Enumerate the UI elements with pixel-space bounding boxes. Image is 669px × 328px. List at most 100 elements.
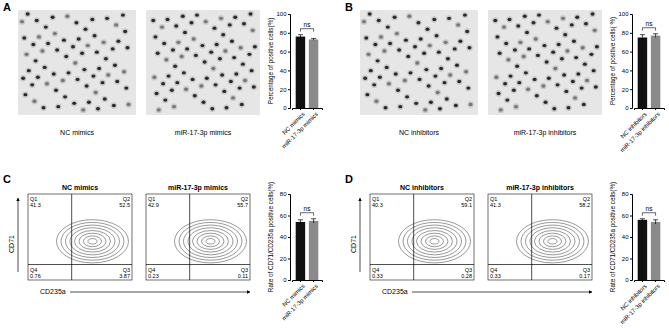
cell: [185, 47, 189, 50]
cell-halo: [251, 84, 257, 90]
cell-halo: [524, 29, 530, 35]
cell-halo: [387, 40, 393, 46]
cell: [407, 14, 411, 17]
cell-halo: [181, 70, 187, 76]
cell: [127, 103, 131, 106]
cell: [589, 53, 593, 56]
cell: [165, 18, 169, 21]
cell: [423, 108, 427, 111]
cell-halo: [52, 30, 58, 36]
cell-halo: [493, 74, 499, 80]
cell: [504, 42, 508, 45]
cell-halo: [19, 18, 25, 24]
cell-halo: [507, 73, 513, 79]
x-tick: miR-17-3p inhibitors: [619, 108, 661, 153]
cell-halo: [213, 41, 219, 47]
cell: [238, 86, 242, 89]
cell-halo: [223, 105, 229, 111]
cell-halo: [184, 46, 190, 52]
cell: [51, 16, 55, 19]
cell: [408, 71, 412, 74]
panel-letter: D: [345, 173, 353, 185]
cell-halo: [513, 103, 519, 109]
cell: [554, 26, 558, 29]
contour: [525, 225, 579, 257]
quadrant-value: 41.3: [30, 202, 41, 208]
cell-halo: [516, 79, 522, 85]
cell: [20, 20, 24, 23]
cell: [437, 50, 441, 53]
cell-halo: [540, 83, 546, 89]
cell-halo: [530, 20, 536, 26]
error-bar: [640, 219, 645, 221]
quadrant-value: 0.17: [579, 273, 590, 279]
cell: [106, 73, 110, 76]
cell: [566, 106, 570, 109]
image-caption: miR-17-3p mimics: [175, 129, 232, 137]
cell: [52, 72, 56, 75]
cell: [204, 20, 208, 23]
error-bar: [311, 219, 316, 223]
cell-halo: [545, 18, 551, 24]
cell-halo: [250, 27, 256, 33]
significance-bracket: [642, 28, 655, 31]
quadrant-value: 3.87: [119, 273, 130, 279]
cell-halo: [433, 33, 439, 39]
cell: [230, 40, 234, 43]
cell: [564, 90, 568, 93]
bar: [309, 221, 318, 280]
y-tick: 40: [622, 68, 632, 74]
cell: [377, 19, 381, 22]
cell: [515, 65, 519, 68]
x-axis: NC inhibitorsmiR-17-3p inhibitors: [619, 280, 665, 325]
cell: [398, 105, 402, 108]
cell: [384, 106, 388, 109]
x-tick-mark: [313, 108, 314, 110]
y-tick: 40: [280, 234, 290, 240]
cell-halo: [211, 25, 217, 31]
cell-halo: [536, 12, 542, 18]
contour: [416, 231, 452, 253]
quadrant-value: 52.5: [119, 202, 130, 208]
cell: [498, 52, 502, 55]
y-tick: 80: [622, 30, 632, 36]
cell-halo: [402, 77, 408, 83]
cell-halo: [156, 107, 162, 113]
cell: [432, 18, 436, 21]
y-tick-mark: [630, 280, 632, 281]
error-bar: [653, 34, 658, 38]
flow-y-label: CD71: [8, 235, 15, 253]
cell-halo: [571, 38, 577, 44]
cell: [242, 22, 246, 25]
cell-halo: [204, 75, 210, 81]
cell: [458, 40, 462, 43]
y-axis-line: [630, 195, 633, 281]
cell: [533, 78, 537, 81]
cell-halo: [241, 21, 247, 27]
x-tick: miR-17-3p mimics: [281, 280, 319, 321]
cell: [45, 82, 49, 85]
y-axis: 020406080100: [618, 11, 632, 111]
y-tick: 80: [280, 191, 290, 197]
error-bar: [640, 35, 645, 41]
cell: [203, 60, 207, 63]
cell-halo: [54, 47, 60, 53]
y-tick-label: 60: [622, 49, 629, 55]
error-bar-cap: [653, 33, 658, 34]
cell: [562, 73, 566, 76]
cell-halo: [194, 12, 200, 18]
cell-halo: [218, 15, 224, 21]
cell-halo: [89, 16, 95, 22]
cell: [396, 89, 400, 92]
significance-label: ns: [646, 20, 654, 27]
contour: [74, 231, 110, 253]
panel: CQ141.3Q252.5Q33.87Q40.76NC mimicsQ142.9…: [3, 173, 323, 321]
cell: [429, 101, 433, 104]
cell: [393, 16, 397, 19]
cell-halo: [222, 48, 228, 54]
cell: [467, 46, 471, 49]
flow-plot: Q141.3Q252.5Q33.87Q40.76: [28, 194, 132, 280]
cell-halo: [182, 29, 188, 35]
cell-halo: [170, 47, 176, 53]
cell-halo: [455, 22, 461, 28]
